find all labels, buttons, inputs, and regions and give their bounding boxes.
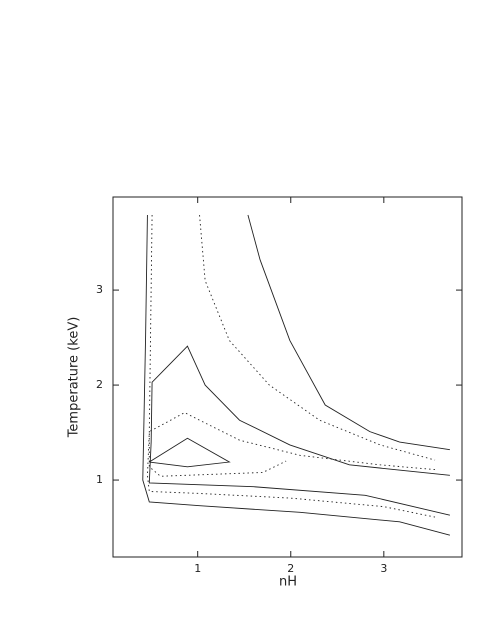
plot-frame (112, 196, 463, 558)
contour-line (148, 412, 436, 477)
contour-line (149, 437, 231, 468)
y-tick-label: 2 (96, 378, 103, 391)
contour-line (199, 215, 436, 461)
contour-line (148, 345, 451, 516)
x-tick-label: 3 (380, 562, 387, 575)
y-axis-label: Temperature (keV) (67, 317, 82, 439)
contour-line (146, 215, 436, 518)
contour-line (247, 214, 450, 451)
y-tick-label: 3 (96, 283, 103, 296)
x-tick-label: 2 (287, 562, 294, 575)
x-axis-label: nH (279, 575, 297, 590)
y-tick-label: 1 (96, 473, 103, 486)
x-tick-label: 1 (194, 562, 201, 575)
contour-line (142, 215, 451, 536)
